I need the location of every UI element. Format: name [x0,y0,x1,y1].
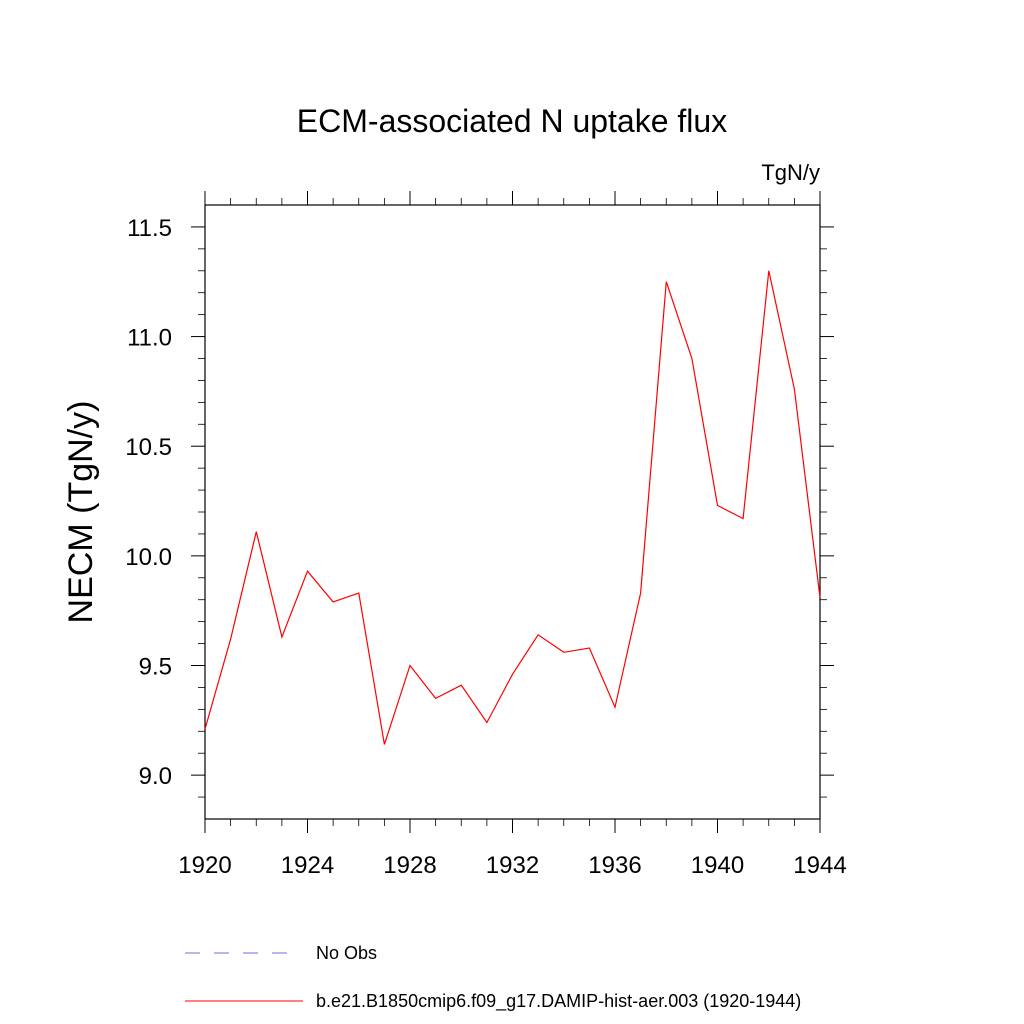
x-tick-label: 1932 [486,852,539,879]
y-tick-label: 10.5 [125,434,172,461]
series-line [204,270,821,745]
x-tick-label: 1944 [793,852,846,879]
y-tick-label: 11.5 [127,215,172,242]
x-tick-label: 1936 [588,852,641,879]
units-label: TgN/y [761,160,820,185]
y-axis-label: NECM (TgN/y) [62,401,100,624]
x-tick-label: 1940 [691,852,744,879]
y-tick-label: 9.0 [139,763,172,790]
x-tick-label: 1920 [178,852,231,879]
x-tick-label: 1928 [383,852,436,879]
x-tick-label: 1924 [281,852,334,879]
y-tick-label: 10.0 [125,544,172,571]
y-tick-label: 11.0 [127,325,172,352]
chart-title: ECM-associated N uptake flux [297,103,727,139]
legend: No Obs b.e21.B1850cmip6.f09_g17.DAMIP-hi… [185,943,801,1012]
legend-label-no-obs: No Obs [316,943,377,963]
y-tick-label: 9.5 [139,654,172,681]
axis-ticks: 1920 1924 1928 1932 1936 1940 1944 9.0 9.5 10.0 10… [125,191,847,879]
plot-frame [204,204,821,820]
legend-label-model-run: b.e21.B1850cmip6.f09_g17.DAMIP-hist-aer.… [316,991,801,1012]
data-series [204,270,821,745]
